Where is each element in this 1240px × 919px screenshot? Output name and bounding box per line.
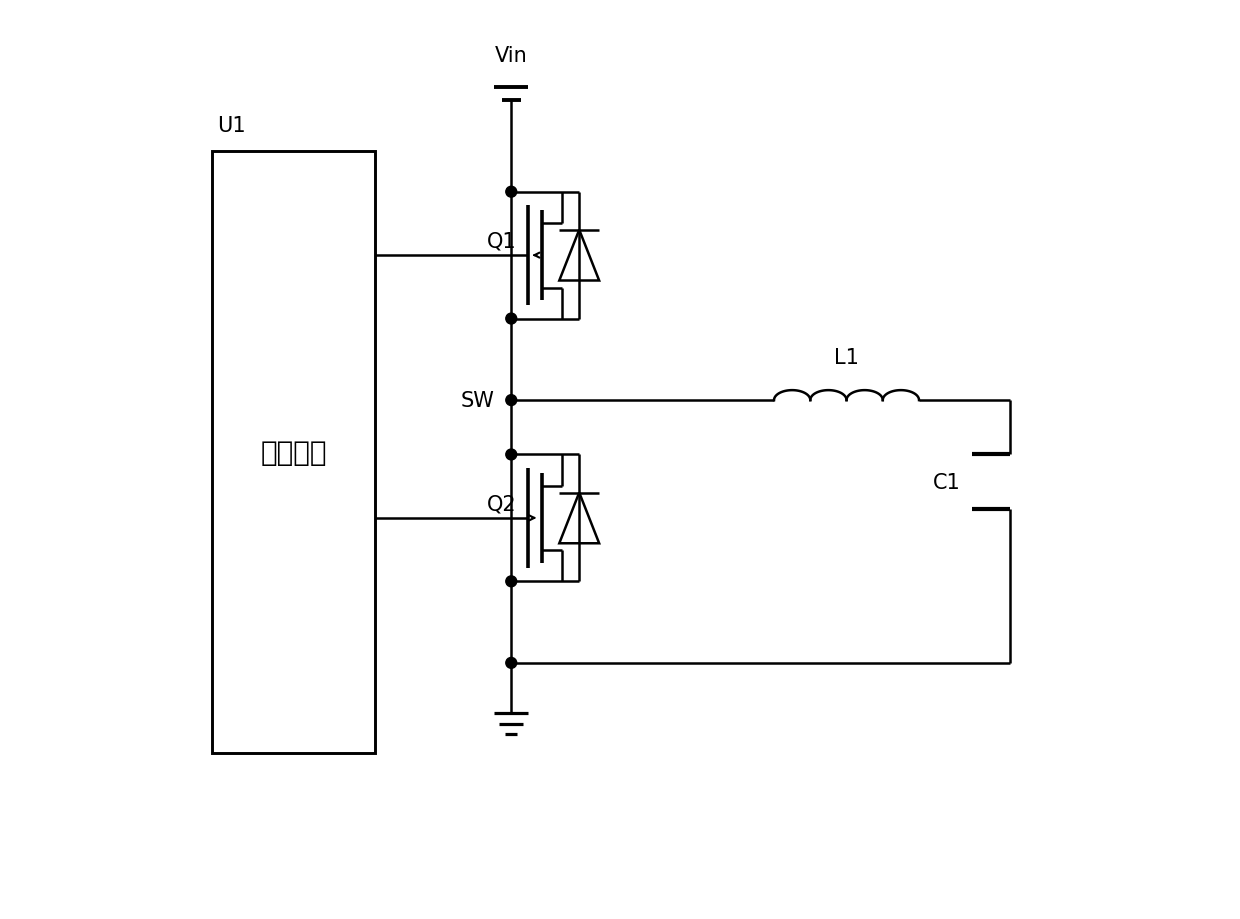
- Circle shape: [506, 395, 517, 406]
- Circle shape: [506, 576, 517, 587]
- Circle shape: [506, 187, 517, 198]
- Circle shape: [506, 313, 517, 324]
- Text: SW: SW: [461, 391, 495, 411]
- Text: U1: U1: [217, 116, 246, 135]
- Text: C1: C1: [932, 472, 961, 492]
- Text: Q1: Q1: [487, 232, 517, 251]
- Text: L1: L1: [835, 348, 859, 369]
- Bar: [212, 152, 376, 754]
- Circle shape: [506, 658, 517, 669]
- Text: Vin: Vin: [495, 46, 528, 66]
- Circle shape: [506, 449, 517, 460]
- Text: Q2: Q2: [487, 494, 517, 514]
- Text: 电源芯片: 电源芯片: [260, 438, 327, 467]
